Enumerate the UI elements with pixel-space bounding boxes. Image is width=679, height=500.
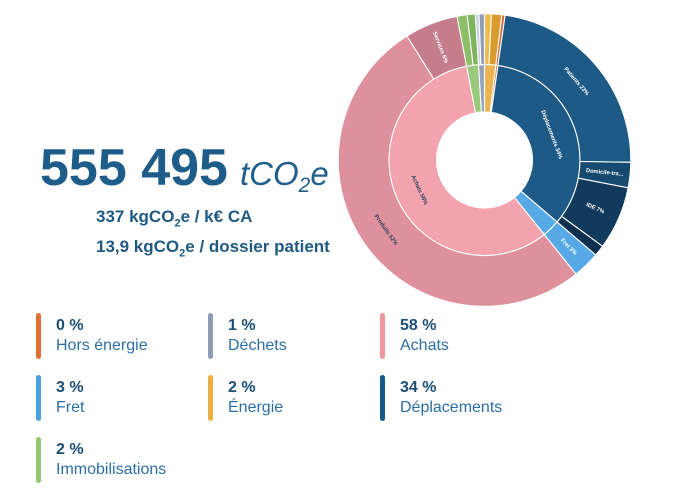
total-emissions: 555 495 tCO2e: [40, 138, 330, 198]
legend-label: Immobilisations: [56, 461, 167, 478]
legend-label: Achats: [400, 337, 449, 354]
legend-text: 58 % Achats: [400, 313, 449, 359]
legend-item-immobilisations[interactable]: 2 % Immobilisations: [36, 437, 208, 483]
headline-block: 555 495 tCO2e 337 kgCO2e / k€ CA 13,9 kg…: [40, 138, 330, 260]
legend-label: Déchets: [228, 337, 287, 354]
metric-per-patient: 13,9 kgCO2e / dossier patient: [96, 237, 330, 260]
sunburst-segment-produits[interactable]: [337, 35, 577, 307]
legend-item-déchets[interactable]: 1 % Déchets: [208, 313, 380, 359]
legend-item-énergie[interactable]: 2 % Énergie: [208, 375, 380, 421]
legend-percent: 1 %: [228, 317, 256, 334]
legend-text: 2 % Énergie: [228, 375, 283, 421]
legend-item-achats[interactable]: 58 % Achats: [380, 313, 552, 359]
legend-color-bar: [380, 375, 385, 421]
legend-percent: 2 %: [228, 379, 256, 396]
legend-color-bar: [36, 437, 41, 483]
legend-text: 0 % Hors énergie: [56, 313, 148, 359]
legend-label: Fret: [56, 399, 85, 416]
legend-text: 2 % Immobilisations: [56, 437, 166, 483]
legend-label: Énergie: [228, 399, 284, 416]
legend-text: 34 % Déplacements: [400, 375, 502, 421]
legend-color-bar: [36, 375, 41, 421]
chart-legend: 0 % Hors énergie 1 % Déchets 58 % Achats 3 % Fr…: [36, 313, 552, 499]
legend-item-déplacements[interactable]: 34 % Déplacements: [380, 375, 552, 421]
total-emissions-unit: tCO2e: [239, 155, 329, 197]
legend-item-fret[interactable]: 3 % Fret: [36, 375, 208, 421]
legend-item-hors-énergie[interactable]: 0 % Hors énergie: [36, 313, 208, 359]
legend-percent: 0 %: [56, 317, 84, 334]
legend-label: Déplacements: [400, 399, 503, 416]
legend-color-bar: [208, 313, 213, 359]
legend-color-bar: [208, 375, 213, 421]
total-emissions-value: 555 495: [40, 139, 228, 197]
legend-percent: 58 %: [400, 317, 437, 334]
legend-text: 3 % Fret: [56, 375, 84, 421]
legend-color-bar: [36, 313, 41, 359]
legend-percent: 34 %: [400, 379, 437, 396]
metric-per-revenue: 337 kgCO2e / k€ CA: [96, 207, 253, 230]
legend-label: Hors énergie: [56, 337, 148, 354]
legend-color-bar: [380, 313, 385, 359]
legend-text: 1 % Déchets: [228, 313, 287, 359]
legend-percent: 2 %: [56, 441, 84, 458]
sunburst-label-domicile-travail: Domicile-tra...: [586, 168, 624, 178]
legend-percent: 3 %: [56, 379, 84, 396]
sunburst-segment-déchets-sub-2[interactable]: [478, 13, 486, 66]
